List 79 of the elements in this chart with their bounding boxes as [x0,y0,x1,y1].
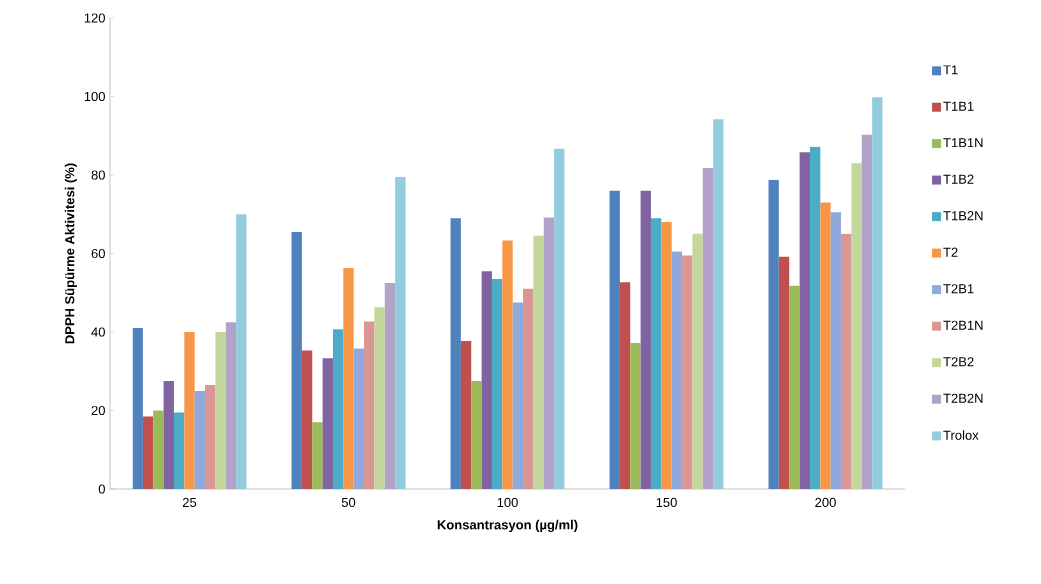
bar [332,329,344,489]
bar [872,97,883,489]
y-axis-title: DPPH Süpürme Aktivitesi (%) [64,163,77,344]
x-tick-label: 25 [182,497,197,507]
y-tick-label: 60 [91,248,105,259]
bar [291,231,302,489]
legend-label: T1B2 [943,174,974,184]
bar [650,218,662,489]
bar [523,288,534,489]
x-tick-label: 50 [341,497,356,507]
legend-label: T1 [943,65,958,75]
bar [609,190,620,489]
y-tick-label: 20 [91,405,105,416]
x-axis-title: Konsantrasyon (µg/ml) [437,519,578,533]
legend-label: T2 [943,247,958,257]
bar [841,233,852,489]
bar [809,146,821,489]
bar [471,381,482,489]
bar [619,282,631,489]
legend-label: T2B1 [943,284,974,294]
bar [830,212,842,489]
bar [851,163,862,489]
bar [132,328,143,489]
bar [173,412,185,489]
bar [236,214,247,489]
bar [194,390,206,489]
legend-label: T1B2N [943,211,983,221]
bar [512,302,524,489]
bar [543,217,555,489]
bar [502,240,513,489]
legend-label: T2B2 [943,357,974,367]
bar [374,307,385,489]
bar [364,321,375,489]
bar [384,282,396,489]
bar [799,152,810,489]
bar [343,268,354,489]
legend-label: T1B1N [943,138,983,148]
x-tick-label: 150 [656,497,677,507]
bar [692,233,703,489]
bar [682,255,693,489]
bar [861,134,873,489]
bar [450,218,461,489]
y-tick-label: 120 [84,13,105,23]
bar [630,342,641,489]
bar [481,271,492,489]
bar [184,332,195,489]
bar [661,222,672,489]
bar [820,202,831,489]
bar [491,279,503,489]
bar [225,322,237,489]
bar [395,176,406,489]
legend-label: T2B2N [943,393,983,403]
x-tick-label: 100 [497,497,518,507]
y-tick-label: 0 [98,484,105,494]
y-tick-label: 100 [84,91,105,102]
bar [671,251,683,489]
bar [533,235,544,489]
bar [205,384,216,489]
bar [778,256,790,489]
legend-label: Trolox [943,430,979,440]
legend-label: T1B1 [943,101,974,111]
bar [713,119,724,489]
legend-label: T2B1N [943,320,983,330]
bar [353,348,365,489]
bar [554,148,565,489]
bar [702,167,714,489]
bar [789,285,800,489]
bar [322,358,333,489]
bar [153,410,164,489]
bar [163,381,174,489]
y-tick-label: 80 [91,170,105,180]
bar [301,350,313,489]
bar [215,332,226,489]
bar [312,422,323,489]
bar [142,416,154,489]
bar [460,341,472,489]
bar [640,190,651,489]
x-tick-label: 200 [815,497,836,507]
y-tick-label: 40 [91,327,105,337]
